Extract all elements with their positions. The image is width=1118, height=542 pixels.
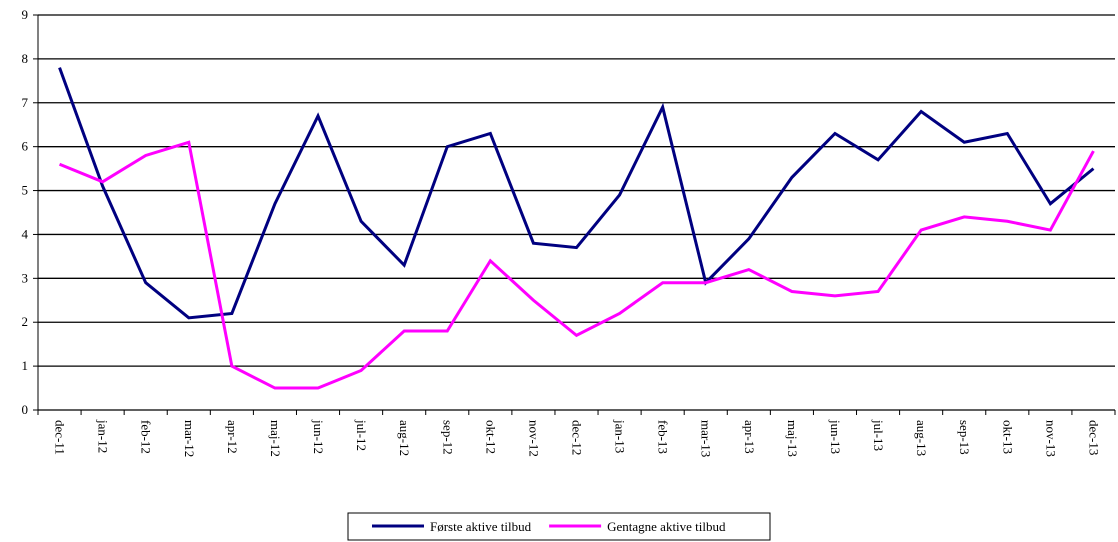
x-tick-label: maj-12 bbox=[268, 420, 283, 457]
x-tick-label: nov-12 bbox=[526, 420, 541, 457]
x-tick-label: maj-13 bbox=[785, 420, 800, 457]
x-tick-label: jul-12 bbox=[354, 419, 369, 451]
x-tick-label: mar-12 bbox=[182, 420, 197, 457]
y-tick-label: 9 bbox=[22, 7, 29, 22]
legend-label: Første aktive tilbud bbox=[430, 519, 532, 534]
x-tick-label: mar-13 bbox=[699, 420, 714, 457]
x-tick-label: apr-13 bbox=[742, 420, 757, 454]
y-tick-label: 1 bbox=[22, 358, 29, 373]
x-tick-label: dec-12 bbox=[570, 420, 585, 455]
x-tick-label: aug-13 bbox=[914, 420, 929, 456]
y-tick-label: 7 bbox=[22, 95, 29, 110]
x-tick-label: feb-12 bbox=[139, 420, 154, 454]
x-tick-label: sep-12 bbox=[440, 420, 455, 455]
x-tick-label: aug-12 bbox=[397, 420, 412, 456]
y-tick-label: 5 bbox=[22, 183, 29, 198]
x-tick-label: jun-13 bbox=[828, 419, 843, 454]
series-line bbox=[58, 67, 1095, 320]
x-tick-label: sep-13 bbox=[957, 420, 972, 455]
y-tick-label: 6 bbox=[22, 139, 29, 154]
x-tick-label: dec-11 bbox=[53, 420, 68, 455]
legend-label: Gentagne aktive tilbud bbox=[607, 519, 726, 534]
x-tick-label: nov-13 bbox=[1043, 420, 1058, 457]
x-tick-label: jan-13 bbox=[613, 419, 628, 453]
y-tick-label: 3 bbox=[22, 270, 29, 285]
x-tick-label: okt-13 bbox=[1000, 420, 1015, 454]
x-tick-label: jun-12 bbox=[311, 419, 326, 454]
series-line bbox=[58, 140, 1095, 390]
y-tick-label: 8 bbox=[22, 51, 29, 66]
y-tick-label: 4 bbox=[22, 226, 29, 241]
x-tick-label: jul-13 bbox=[871, 419, 886, 451]
y-tick-label: 2 bbox=[22, 314, 29, 329]
x-tick-label: jan-12 bbox=[96, 419, 111, 453]
x-tick-label: apr-12 bbox=[225, 420, 240, 454]
legend: Første aktive tilbud Gentagne aktive tilb… bbox=[347, 512, 771, 541]
x-tick-label: dec-13 bbox=[1086, 420, 1101, 455]
x-tick-label: okt-12 bbox=[483, 420, 498, 454]
y-tick-label: 0 bbox=[22, 402, 29, 417]
x-tick-label: feb-13 bbox=[656, 420, 671, 454]
